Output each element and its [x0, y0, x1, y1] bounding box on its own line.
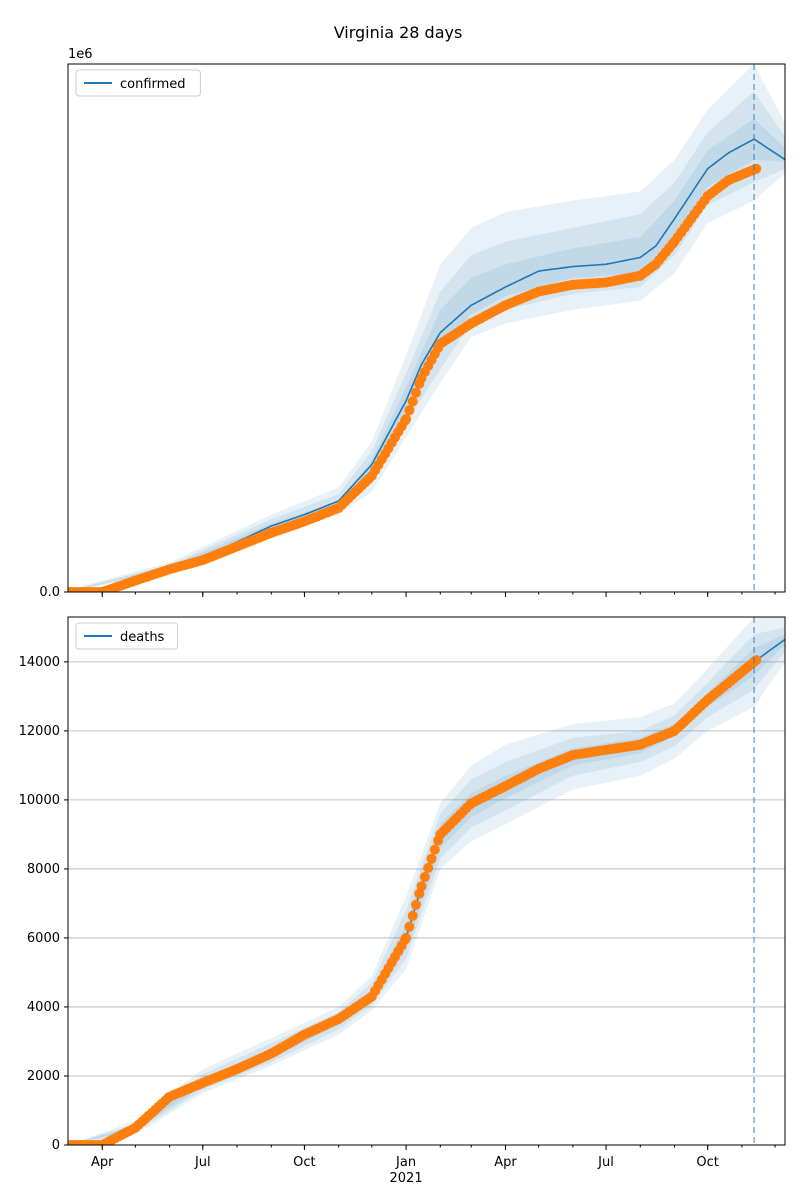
observed-point: [401, 414, 412, 424]
y-tick-label: 4000: [27, 1000, 60, 1015]
legend-box: [75, 622, 179, 650]
x-tick-label: Oct: [293, 1155, 315, 1170]
y-offset-label: 1e6: [68, 47, 93, 62]
y-tick-label: 6000: [27, 931, 60, 946]
observed-point: [429, 844, 440, 855]
y-tick-label: 2000: [27, 1069, 60, 1084]
legend-box: [75, 69, 201, 97]
deaths-panel: 0 2000 4000 6000 8000 10000 12000 14000 Apr Jul Oc…: [19, 616, 786, 1186]
y-tick-label: 12000: [19, 724, 60, 739]
observed-point: [423, 862, 434, 873]
observed-point: [407, 910, 418, 921]
x-tick-label: Apr: [494, 1155, 517, 1170]
observed-point: [426, 853, 437, 864]
observed-point: [416, 881, 427, 892]
observed-point: [419, 872, 430, 882]
observed-point: [404, 405, 415, 416]
observed-point: [404, 921, 415, 932]
x-year-label: 2021: [390, 1171, 423, 1186]
y-tick-label: 8000: [27, 862, 60, 877]
plot-area: [68, 64, 785, 592]
plot-area: [68, 617, 785, 1145]
y-tick-label: 10000: [19, 793, 60, 808]
x-tick-label: Apr: [91, 1155, 114, 1170]
axes-frame: [67, 63, 786, 593]
axes-frame: [67, 616, 786, 1146]
figure-title: Virginia 28 days: [334, 23, 463, 42]
band-middle: [68, 91, 785, 592]
x-tick-label: Jul: [597, 1155, 614, 1170]
observed-point: [401, 932, 412, 943]
x-tick-label: Jul: [194, 1155, 211, 1170]
y-tick-label: 0: [52, 1138, 60, 1153]
y-tick-label: 0.0: [39, 585, 60, 600]
y-tick-label: 14000: [19, 655, 60, 670]
legend-label: confirmed: [120, 77, 186, 92]
observed-point: [407, 396, 418, 407]
legend-label: deaths: [120, 630, 165, 645]
observed-points: [68, 163, 762, 592]
observed-point: [411, 899, 421, 910]
observed-point: [751, 655, 762, 666]
observed-point: [751, 163, 762, 174]
x-tick-label: Oct: [696, 1155, 718, 1170]
band-outer: [68, 64, 785, 592]
observed-points: [68, 655, 762, 1145]
x-tick-label: Jan: [395, 1155, 416, 1170]
legend: deaths: [75, 622, 179, 650]
legend: confirmed: [75, 69, 201, 97]
observed-point: [411, 387, 421, 398]
